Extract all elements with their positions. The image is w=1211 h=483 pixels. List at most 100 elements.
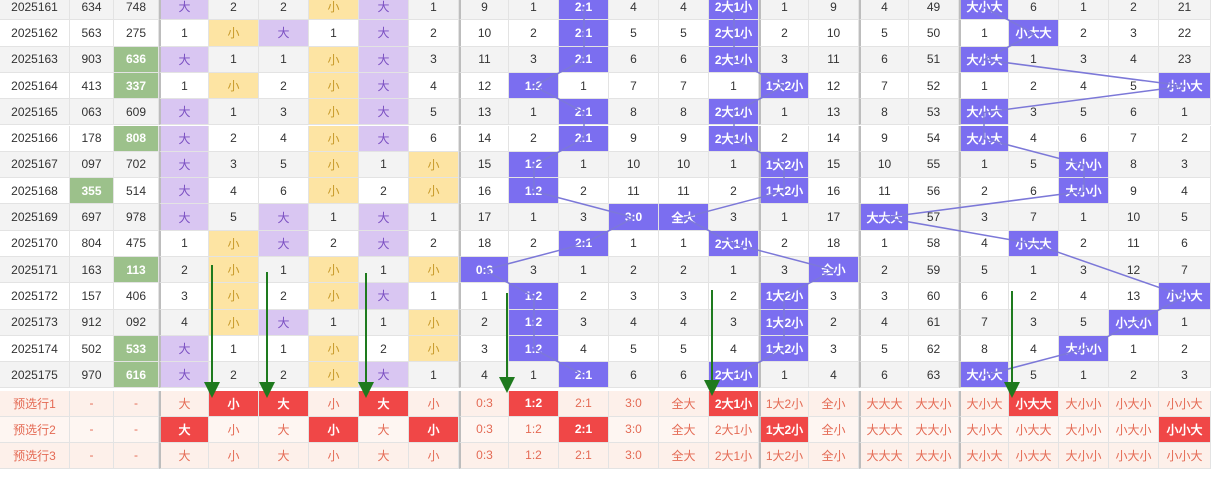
preselect-option[interactable]: 小小大 <box>1159 442 1211 469</box>
data-cell: 60 <box>909 283 959 310</box>
preselect-option[interactable]: 3:0 <box>609 390 659 417</box>
preselect-option[interactable]: 1大2小 <box>759 390 809 417</box>
preselect-option[interactable]: 2大1小 <box>709 416 759 443</box>
preselect-option[interactable]: 大小大 <box>959 416 1009 443</box>
preselect-option[interactable]: 大 <box>159 416 209 443</box>
data-cell: 4 <box>959 230 1009 257</box>
preselect-option[interactable]: 小大大 <box>1009 390 1059 417</box>
preselect-option[interactable]: 小大小 <box>1109 442 1159 469</box>
data-cell: 1 <box>709 72 759 100</box>
data-cell: 1 <box>759 204 809 231</box>
preselect-option[interactable]: 1:2 <box>509 390 559 417</box>
preselect-option[interactable]: 大 <box>359 390 409 417</box>
preselect-option[interactable]: 3:0 <box>609 442 659 469</box>
data-cell: 1 <box>509 99 559 126</box>
preselect-option[interactable]: 大 <box>359 416 409 443</box>
data-cell: 7 <box>1009 204 1059 231</box>
preselect-option[interactable]: 大大大 <box>859 390 909 417</box>
data-cell: 804 <box>70 230 114 257</box>
data-cell: 2:1 <box>559 0 609 21</box>
preselect-option[interactable]: 1大2小 <box>759 442 809 469</box>
data-cell: 4 <box>259 125 309 152</box>
preselect-option[interactable]: 1:2 <box>509 416 559 443</box>
data-cell: 小大大 <box>1009 230 1059 257</box>
preselect-option[interactable]: 0:3 <box>459 416 509 443</box>
data-cell: 9 <box>459 0 509 21</box>
preselect-option[interactable]: 大 <box>259 442 309 469</box>
preselect-option[interactable]: 小大大 <box>1009 442 1059 469</box>
preselect-option[interactable]: 大 <box>159 442 209 469</box>
preselect-option[interactable]: 1:2 <box>509 442 559 469</box>
preselect-option[interactable]: 全小 <box>809 442 859 469</box>
data-cell: 大 <box>159 151 209 179</box>
preselect-option[interactable]: 1大2小 <box>759 416 809 443</box>
data-cell: 18 <box>809 230 859 257</box>
preselect-option[interactable]: 大 <box>259 390 309 417</box>
preselect-option[interactable]: 大小大 <box>959 442 1009 469</box>
preselect-option[interactable]: 小小大 <box>1159 416 1211 443</box>
preselect-option[interactable]: 大小小 <box>1059 442 1109 469</box>
period-number: 2025169 <box>0 204 70 231</box>
preselect-option[interactable]: 0:3 <box>459 390 509 417</box>
preselect-option[interactable]: 2:1 <box>559 390 609 417</box>
data-cell: 4 <box>209 178 259 205</box>
data-cell: 1 <box>1009 257 1059 284</box>
data-cell: 2:1 <box>559 46 609 73</box>
preselect-option[interactable]: 小 <box>309 416 359 443</box>
data-cell: 4 <box>659 309 709 336</box>
preselect-option[interactable]: 全小 <box>809 390 859 417</box>
data-cell: 0:3 <box>459 257 509 284</box>
data-cell: 10 <box>809 20 859 47</box>
data-cell: 9 <box>659 125 709 152</box>
preselect-option[interactable]: 大大小 <box>909 442 959 469</box>
preselect-option[interactable]: 小大小 <box>1109 390 1159 417</box>
preselect-option[interactable]: 大大小 <box>909 416 959 443</box>
data-cell: 2 <box>559 178 609 205</box>
preselect-option[interactable]: 大小小 <box>1059 390 1109 417</box>
preselect-option[interactable]: 大小大 <box>959 390 1009 417</box>
preselect-option[interactable]: 小大大 <box>1009 416 1059 443</box>
preselect-option[interactable]: 全大 <box>659 416 709 443</box>
data-cell: 1大2小 <box>759 283 809 310</box>
preselect-option[interactable]: 全小 <box>809 416 859 443</box>
data-cell: 1 <box>259 257 309 284</box>
preselect-option[interactable]: 小 <box>409 442 459 469</box>
preselect-option[interactable]: 小 <box>409 390 459 417</box>
preselect-option[interactable]: 小小大 <box>1159 390 1211 417</box>
preselect-option[interactable]: 2大1小 <box>709 390 759 417</box>
preselect-option[interactable]: 小大小 <box>1109 416 1159 443</box>
preselect-option[interactable]: 大大大 <box>859 442 909 469</box>
data-cell: 15 <box>459 151 509 179</box>
data-cell: 4 <box>659 0 709 21</box>
preselect-option[interactable]: 3:0 <box>609 416 659 443</box>
preselect-option[interactable]: 2:1 <box>559 416 609 443</box>
data-cell: 1大2小 <box>759 72 809 100</box>
data-cell: 大小大 <box>959 0 1009 21</box>
data-cell: 1 <box>409 362 459 389</box>
data-cell: 13 <box>1109 283 1159 310</box>
preselect-option[interactable]: 大大大 <box>859 416 909 443</box>
preselect-option[interactable]: 2大1小 <box>709 442 759 469</box>
data-cell: 63 <box>909 362 959 389</box>
preselect-option[interactable]: 小 <box>309 442 359 469</box>
preselect-option[interactable]: 大 <box>259 416 309 443</box>
data-cell: 1 <box>959 72 1009 100</box>
preselect-option[interactable]: 小 <box>409 416 459 443</box>
data-cell: 1:2 <box>509 283 559 310</box>
preselect-option[interactable]: 小 <box>309 390 359 417</box>
preselect-option[interactable]: 大 <box>159 390 209 417</box>
preselect-option[interactable]: 大 <box>359 442 409 469</box>
data-cell: 9 <box>859 125 909 152</box>
preselect-option[interactable]: 大小小 <box>1059 416 1109 443</box>
preselect-option[interactable]: 全大 <box>659 390 709 417</box>
preselect-option[interactable]: 小 <box>209 442 259 469</box>
preselect-option[interactable]: 大大小 <box>909 390 959 417</box>
preselect-option[interactable]: 小 <box>209 390 259 417</box>
preselect-option[interactable]: 2:1 <box>559 442 609 469</box>
preselect-option[interactable]: 小 <box>209 416 259 443</box>
preselect-option[interactable]: 全大 <box>659 442 709 469</box>
data-cell: 097 <box>70 151 114 179</box>
data-cell: 1 <box>409 283 459 310</box>
preselect-option[interactable]: 0:3 <box>459 442 509 469</box>
